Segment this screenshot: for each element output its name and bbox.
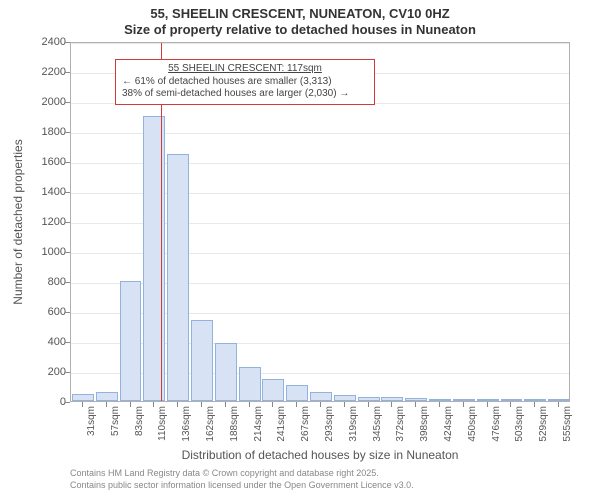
x-tick-mark: [296, 402, 297, 407]
bar: [286, 385, 308, 402]
x-tick-mark: [225, 402, 226, 407]
bar: [262, 379, 284, 402]
bar: [96, 392, 118, 401]
y-tick-label: 1800: [26, 126, 66, 138]
x-tick-label: 424sqm: [443, 406, 454, 442]
x-tick-label: 188sqm: [229, 406, 240, 442]
x-tick-label: 57sqm: [110, 406, 121, 436]
bar: [524, 399, 546, 401]
bar: [239, 367, 261, 402]
x-tick-label: 555sqm: [562, 406, 573, 442]
x-tick-mark: [439, 402, 440, 407]
x-tick-mark: [82, 402, 83, 407]
footer-line-1: Contains HM Land Registry data © Crown c…: [70, 468, 570, 478]
bar: [215, 343, 237, 402]
bar: [310, 392, 332, 401]
x-tick-mark: [391, 402, 392, 407]
x-tick-mark: [558, 402, 559, 407]
y-tick-label: 1400: [26, 186, 66, 198]
x-tick-mark: [249, 402, 250, 407]
x-tick-label: 293sqm: [324, 406, 335, 442]
bar: [405, 398, 427, 401]
annotation-box: 55 SHEELIN CRESCENT: 117sqm← 61% of deta…: [115, 59, 375, 105]
x-tick-mark: [510, 402, 511, 407]
bar: [358, 397, 380, 402]
x-tick-label: 529sqm: [538, 406, 549, 442]
histogram-chart: 55, SHEELIN CRESCENT, NUNEATON, CV10 0HZ…: [0, 0, 600, 500]
y-tick-label: 600: [26, 306, 66, 318]
y-tick-label: 1000: [26, 246, 66, 258]
bar: [72, 394, 94, 402]
x-tick-label: 267sqm: [300, 406, 311, 442]
x-tick-mark: [177, 402, 178, 407]
annotation-line: 55 SHEELIN CRESCENT: 117sqm: [122, 63, 368, 76]
x-tick-label: 372sqm: [395, 406, 406, 442]
bar: [167, 154, 189, 402]
x-tick-mark: [344, 402, 345, 407]
chart-title-line2: Size of property relative to detached ho…: [0, 22, 600, 37]
x-tick-label: 31sqm: [86, 406, 97, 436]
x-tick-label: 450sqm: [467, 406, 478, 442]
x-tick-mark: [201, 402, 202, 407]
x-tick-label: 345sqm: [372, 406, 383, 442]
x-tick-mark: [463, 402, 464, 407]
y-tick-label: 2200: [26, 66, 66, 78]
x-tick-label: 319sqm: [348, 406, 359, 442]
x-tick-mark: [272, 402, 273, 407]
x-tick-mark: [130, 402, 131, 407]
x-tick-label: 136sqm: [181, 406, 192, 442]
y-tick-label: 0: [26, 396, 66, 408]
y-axis-label: Number of detached properties: [11, 139, 25, 304]
bar: [429, 399, 451, 401]
x-tick-label: 398sqm: [419, 406, 430, 442]
annotation-line: ← 61% of detached houses are smaller (3,…: [122, 76, 368, 89]
bar: [548, 399, 570, 401]
bar: [453, 399, 475, 401]
x-tick-label: 476sqm: [491, 406, 502, 442]
y-tick-label: 800: [26, 276, 66, 288]
bar: [334, 395, 356, 401]
x-axis-label: Distribution of detached houses by size …: [70, 448, 570, 462]
footer-line-2: Contains public sector information licen…: [70, 480, 570, 490]
bar: [381, 397, 403, 401]
x-tick-mark: [487, 402, 488, 407]
y-tick-label: 1200: [26, 216, 66, 228]
plot-area: 55 SHEELIN CRESCENT: 117sqm← 61% of deta…: [70, 42, 570, 402]
x-tick-mark: [534, 402, 535, 407]
bar: [501, 399, 523, 401]
x-tick-mark: [415, 402, 416, 407]
x-tick-label: 83sqm: [134, 406, 145, 436]
x-tick-mark: [153, 402, 154, 407]
chart-title-line1: 55, SHEELIN CRESCENT, NUNEATON, CV10 0HZ: [0, 6, 600, 21]
bar: [191, 320, 213, 401]
gridline: [71, 43, 569, 44]
bar: [477, 399, 499, 401]
y-tick-label: 2400: [26, 36, 66, 48]
x-tick-mark: [368, 402, 369, 407]
y-tick-label: 2000: [26, 96, 66, 108]
x-tick-label: 214sqm: [253, 406, 264, 442]
x-tick-mark: [106, 402, 107, 407]
x-tick-label: 503sqm: [514, 406, 525, 442]
y-tick-label: 400: [26, 336, 66, 348]
annotation-line: 38% of semi-detached houses are larger (…: [122, 88, 368, 101]
x-tick-label: 162sqm: [205, 406, 216, 442]
x-tick-label: 241sqm: [276, 406, 287, 442]
x-tick-label: 110sqm: [157, 406, 168, 441]
y-tick-mark: [65, 402, 70, 403]
y-tick-label: 1600: [26, 156, 66, 168]
y-tick-label: 200: [26, 366, 66, 378]
x-tick-mark: [320, 402, 321, 407]
bar: [120, 281, 142, 401]
